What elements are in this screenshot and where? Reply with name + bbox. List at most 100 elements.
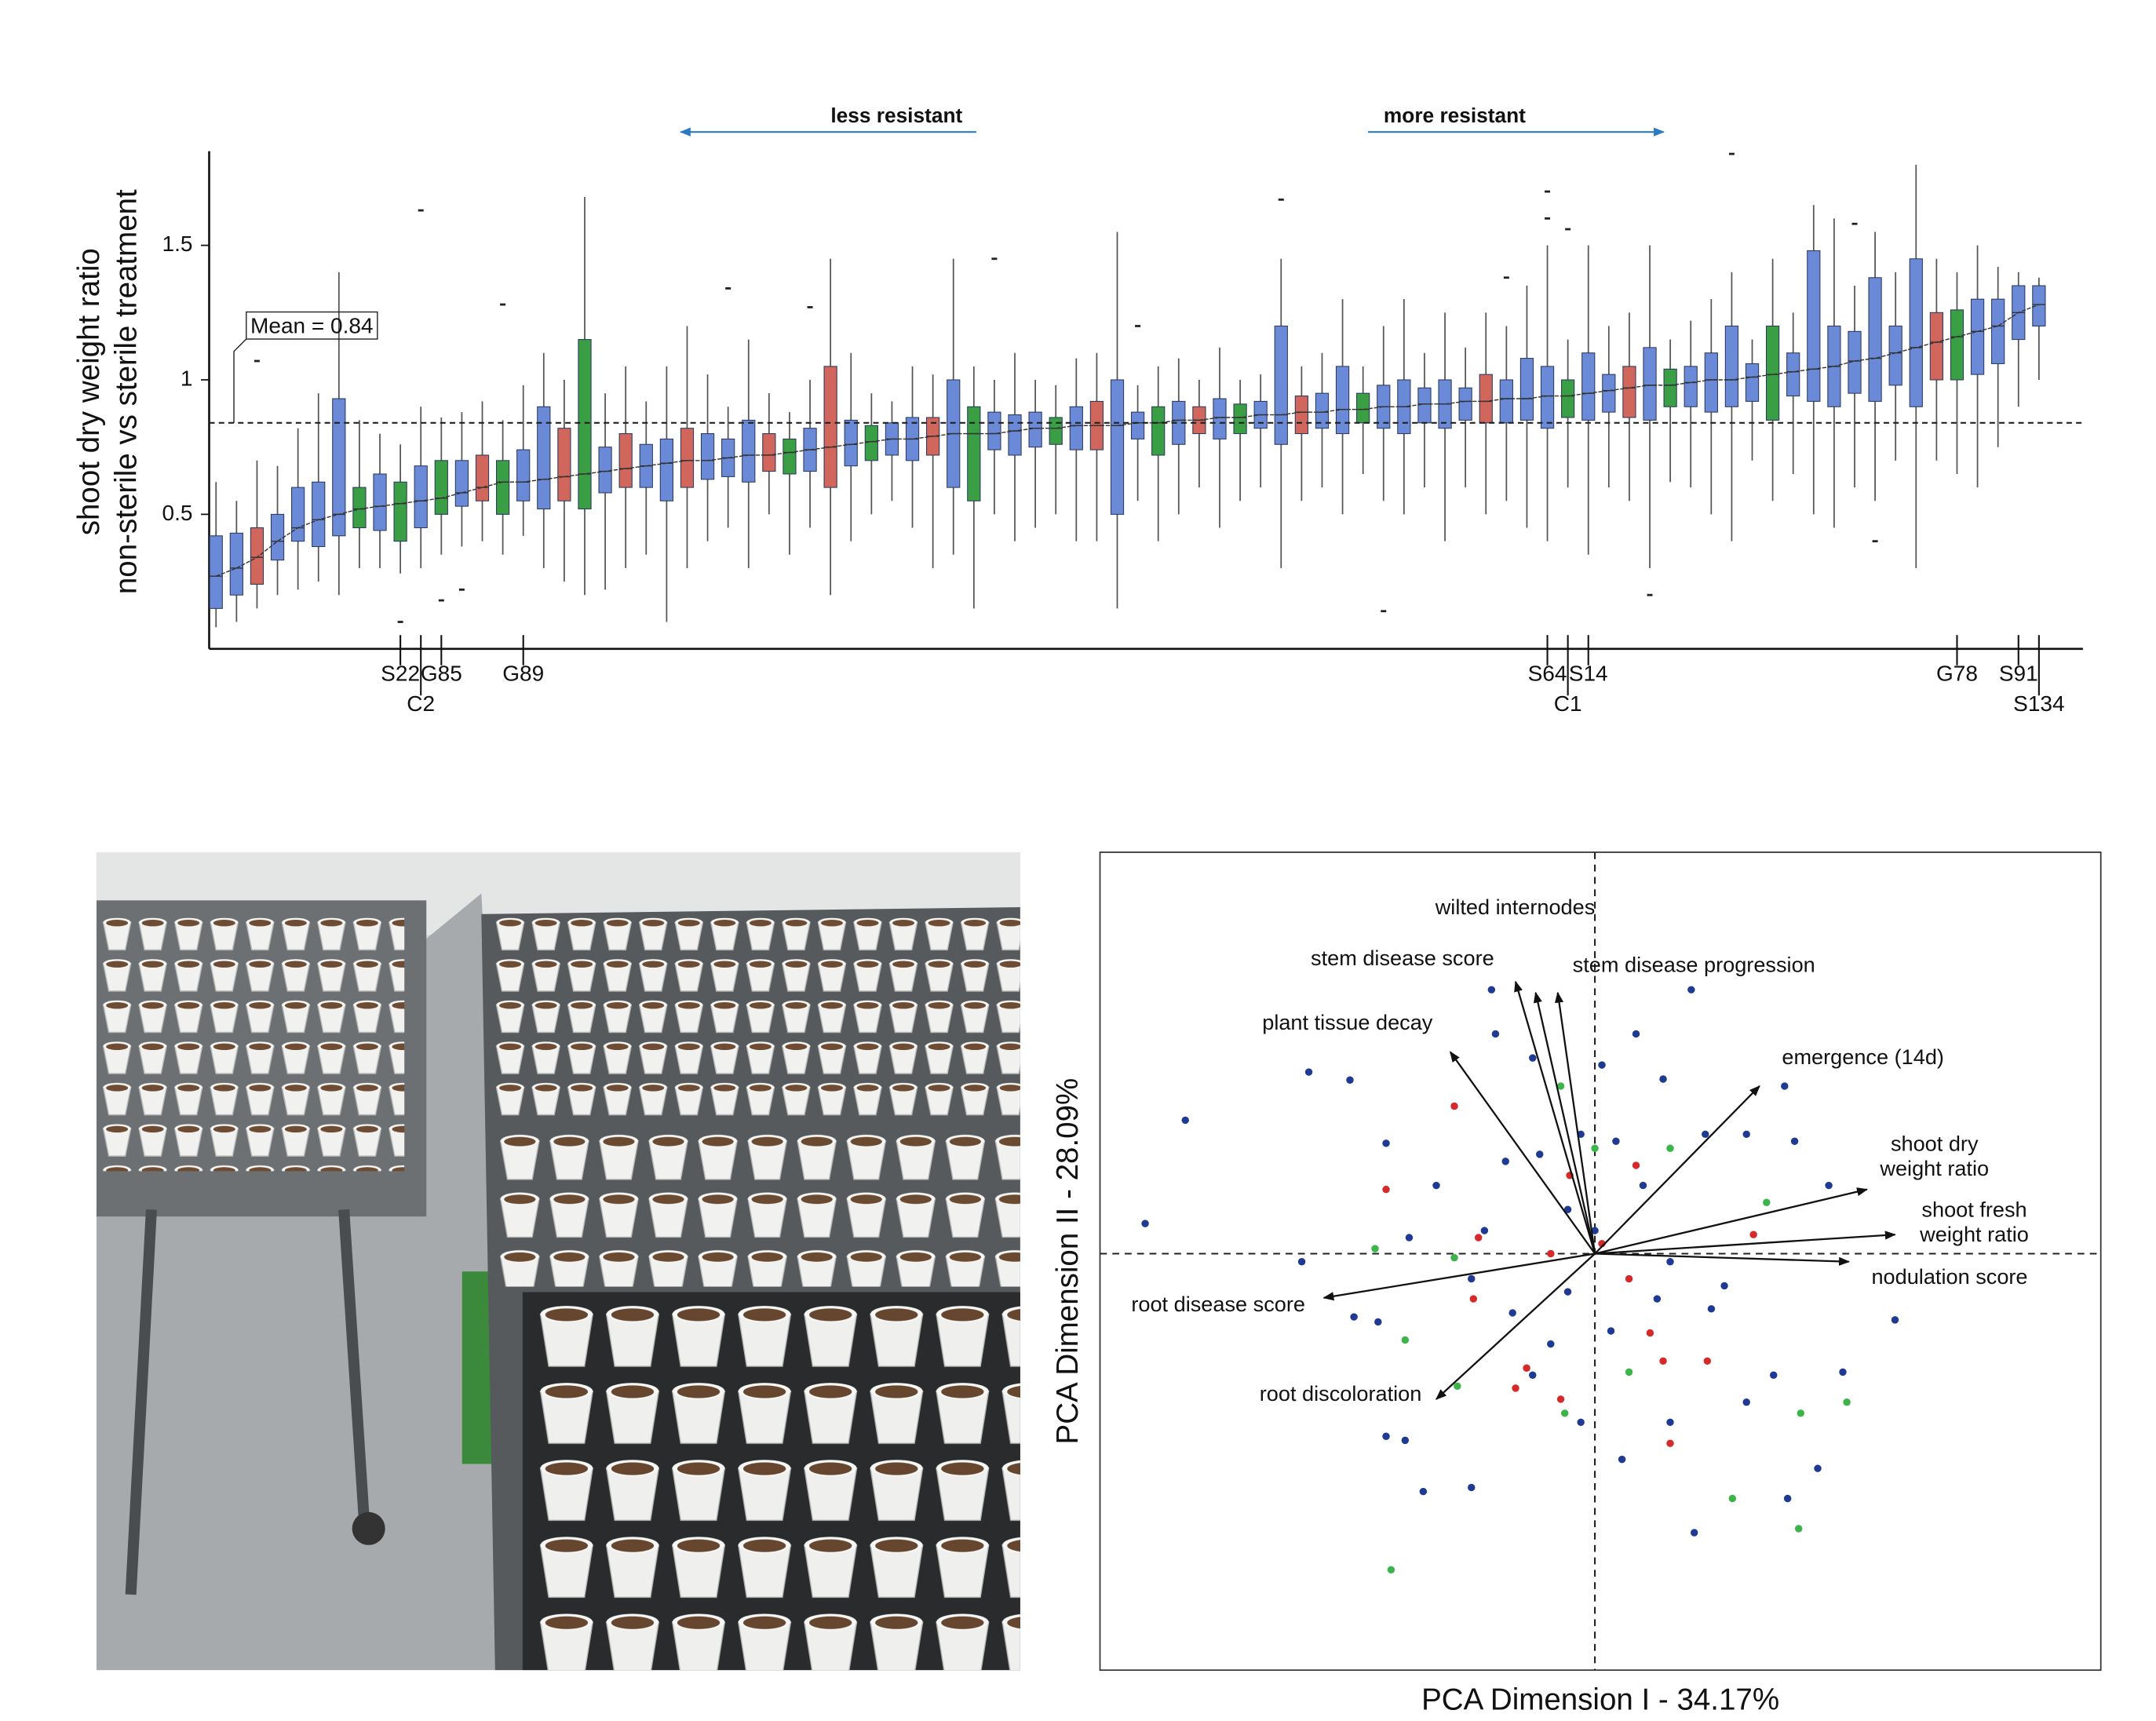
point xyxy=(1563,1205,1572,1213)
point xyxy=(1632,1030,1640,1038)
mean-label: Mean = 0.84 xyxy=(250,313,374,337)
annotation: less resistant xyxy=(830,104,962,127)
point xyxy=(1763,1198,1771,1207)
category-label: G85 xyxy=(421,661,462,685)
box xyxy=(1479,374,1493,424)
box xyxy=(250,527,264,585)
box xyxy=(1765,325,1780,421)
vector-label: wilted internodes xyxy=(1435,895,1596,919)
annotation: more resistant xyxy=(1384,104,1526,127)
box xyxy=(1786,352,1800,397)
vector-label: root discoloration xyxy=(1260,1381,1422,1406)
point xyxy=(1297,1258,1306,1266)
box xyxy=(1602,374,1616,413)
box xyxy=(2032,285,2046,326)
box xyxy=(1622,366,1636,418)
y-tick-label: 0.5 xyxy=(162,501,193,525)
point xyxy=(1632,1161,1640,1169)
box xyxy=(1970,298,1985,375)
y-axis-label: PCA Dimension II - 28.09% xyxy=(1051,1078,1085,1445)
box xyxy=(312,481,326,548)
box xyxy=(1008,414,1022,456)
point xyxy=(1742,1130,1750,1139)
point xyxy=(1728,1494,1737,1503)
loading-vector xyxy=(1554,991,1596,1254)
box xyxy=(373,473,387,531)
point xyxy=(1794,1525,1803,1533)
box xyxy=(967,406,981,501)
box xyxy=(1868,277,1882,402)
box xyxy=(393,481,407,542)
point xyxy=(1797,1409,1804,1417)
box xyxy=(1704,352,1718,413)
point xyxy=(1405,1234,1414,1242)
loading-vector xyxy=(1595,1252,1851,1266)
point xyxy=(1781,1082,1789,1090)
point xyxy=(1468,1483,1476,1492)
point xyxy=(1346,1076,1354,1085)
point xyxy=(1639,1181,1647,1190)
vector-label: root disease score xyxy=(1131,1292,1305,1316)
box xyxy=(1909,258,1923,407)
box xyxy=(1991,298,2005,364)
box xyxy=(1233,403,1247,435)
point xyxy=(1625,1368,1633,1376)
point xyxy=(1749,1231,1757,1238)
box xyxy=(434,460,448,515)
box xyxy=(209,535,223,609)
category-label: C1 xyxy=(1554,691,1582,716)
box xyxy=(1684,366,1698,407)
y-axis-label: shoot dry weight ratio xyxy=(72,248,106,535)
box xyxy=(270,513,285,561)
box xyxy=(454,460,469,507)
photo-cart-leg xyxy=(338,1209,370,1526)
box xyxy=(495,460,510,515)
point xyxy=(1556,1082,1565,1090)
box xyxy=(332,398,346,537)
point xyxy=(1535,1150,1544,1158)
point xyxy=(1720,1282,1728,1290)
point xyxy=(1382,1185,1390,1194)
category-label: S91 xyxy=(1999,661,2038,685)
point xyxy=(1547,1249,1555,1258)
loading-vector xyxy=(1435,1252,1596,1400)
box xyxy=(1130,411,1145,439)
box xyxy=(475,454,490,501)
point xyxy=(1742,1398,1750,1406)
point xyxy=(1454,1382,1461,1391)
box xyxy=(680,428,695,488)
box xyxy=(1499,379,1513,424)
point xyxy=(1401,1336,1410,1344)
point xyxy=(1181,1116,1189,1125)
box xyxy=(742,419,756,483)
box xyxy=(987,411,1001,450)
box xyxy=(1458,387,1472,421)
box xyxy=(1335,366,1350,435)
point xyxy=(1529,1054,1537,1062)
point xyxy=(1450,1253,1458,1262)
point xyxy=(1825,1181,1833,1190)
point xyxy=(1382,1139,1390,1147)
point xyxy=(1141,1220,1149,1227)
box xyxy=(1561,379,1575,418)
box xyxy=(1069,406,1083,450)
photo-wheel xyxy=(352,1511,385,1545)
vector-label: stem disease score xyxy=(1311,946,1494,970)
point xyxy=(1839,1368,1847,1376)
box xyxy=(1540,366,1555,429)
point xyxy=(1387,1566,1395,1574)
plot-frame xyxy=(1099,851,2102,1672)
point xyxy=(1891,1316,1899,1324)
category-label: S22 xyxy=(381,661,420,685)
box xyxy=(1950,309,1964,381)
box xyxy=(1581,352,1596,421)
vector-label: plant tissue decay xyxy=(1262,1010,1433,1034)
box xyxy=(516,449,531,501)
loading-vector xyxy=(1514,980,1596,1254)
point xyxy=(1419,1487,1428,1496)
mean-label-leader xyxy=(233,338,247,423)
point xyxy=(1468,1274,1476,1283)
point xyxy=(1487,986,1496,994)
